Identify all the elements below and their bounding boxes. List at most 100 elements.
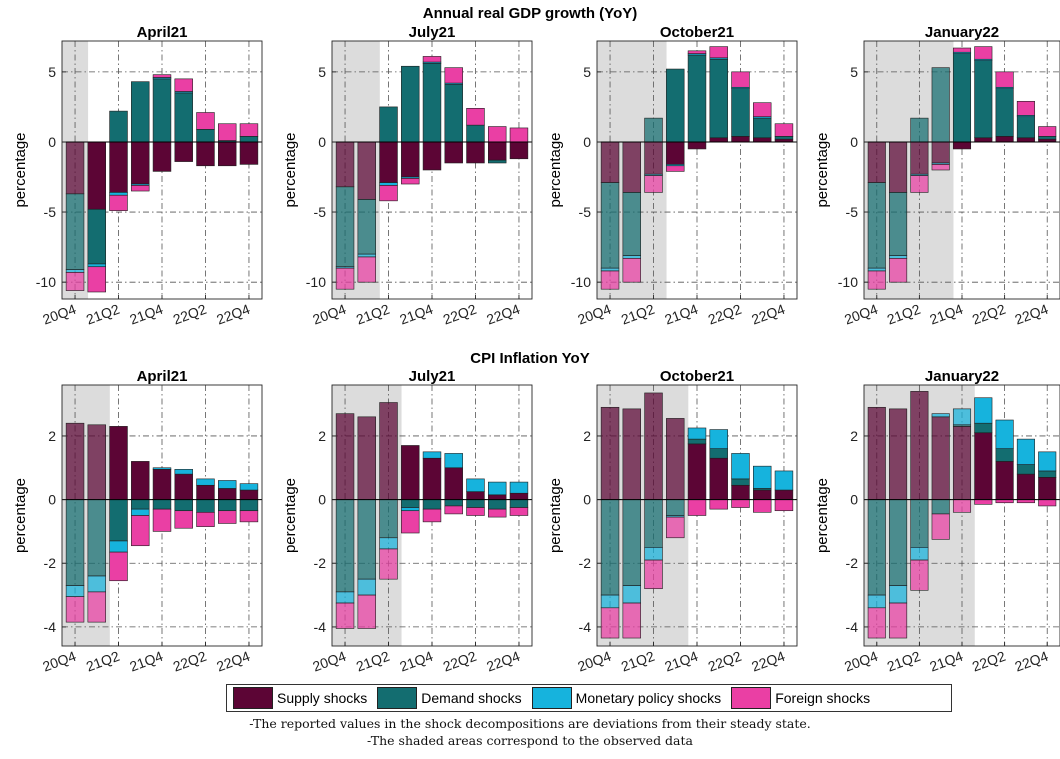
- bar-segment-foreign-21q1: [889, 602, 908, 639]
- x-tick-label: 21Q2: [84, 648, 122, 675]
- bar-segment-monetary-21q1: [87, 575, 106, 593]
- bar-segment-supply-21q1: [622, 408, 641, 500]
- y-tick-label: 5: [850, 64, 858, 80]
- bar-segment-supply-21q2: [910, 391, 929, 500]
- bar-segment-foreign-20q4: [65, 596, 85, 623]
- bar-segment-foreign-21q2: [109, 194, 128, 211]
- x-tick-label: 21Q2: [84, 301, 122, 328]
- bar-segment-foreign-21q2: [644, 559, 663, 590]
- bar-segment-foreign-21q3: [131, 515, 150, 547]
- bar-segment-foreign-21q3: [666, 516, 685, 539]
- bar-segment-foreign-22q3: [488, 508, 507, 518]
- bar-segment-demand-22q1: [174, 499, 193, 512]
- bar-segment-foreign-22q4: [509, 127, 529, 143]
- y-tick-label: -10: [571, 274, 591, 290]
- bar-segment-supply-22q2: [196, 141, 215, 167]
- bar-segment-foreign-22q3: [753, 102, 772, 118]
- y-tick-label: -5: [846, 204, 859, 220]
- bar-segment-foreign-22q1: [174, 78, 193, 92]
- bar-segment-monetary-22q4: [509, 481, 529, 494]
- bar-segment-foreign-22q4: [1038, 499, 1057, 507]
- bar-segment-supply-21q3: [931, 141, 950, 164]
- y-tick-label: -10: [838, 274, 858, 290]
- bar-segment-supply-22q2: [995, 136, 1014, 143]
- x-tick-label: 21Q4: [397, 648, 435, 675]
- bar-segment-supply-21q3: [666, 141, 685, 165]
- bar-segment-foreign-20q4: [335, 602, 355, 629]
- bar-segment-supply-21q3: [666, 418, 685, 500]
- bar-segment-demand-20q4: [867, 182, 886, 269]
- bar-segment-foreign-21q4: [422, 56, 442, 63]
- y-tick-label: 0: [48, 492, 56, 508]
- bar-segment-foreign-22q4: [774, 123, 794, 137]
- bar-segment-supply-21q3: [931, 416, 950, 500]
- bar-segment-supply-21q4: [422, 457, 442, 500]
- bar-segment-supply-22q1: [444, 467, 463, 500]
- bar-segment-monetary-22q3: [1016, 438, 1035, 465]
- x-tick-label: 21Q4: [927, 648, 965, 675]
- bar-segment-demand-21q2: [379, 106, 398, 143]
- panel-title: October21: [660, 24, 734, 41]
- bar-segment-foreign-21q4: [952, 499, 972, 513]
- panel-title: July21: [409, 24, 456, 41]
- bar-segment-demand-21q3: [401, 499, 420, 508]
- bar-segment-supply-21q2: [109, 141, 128, 193]
- bar-segment-supply-22q3: [1016, 137, 1035, 143]
- bar-segment-supply-21q1: [87, 141, 106, 210]
- bar-segment-foreign-22q3: [218, 510, 237, 524]
- y-axis-label: percentage: [547, 478, 564, 553]
- bar-segment-supply-20q4: [65, 141, 85, 195]
- bar-segment-demand-21q1: [357, 499, 376, 580]
- bar-segment-demand-21q3: [131, 499, 150, 510]
- bar-segment-monetary-21q4: [687, 427, 707, 440]
- y-axis-label: percentage: [12, 478, 29, 553]
- x-tick-label: 22Q2: [171, 301, 209, 328]
- y-tick-label: -5: [314, 204, 327, 220]
- bar-segment-monetary-21q2: [644, 547, 663, 561]
- bar-segment-supply-22q4: [509, 141, 529, 160]
- y-tick-label: -2: [44, 555, 57, 571]
- bar-segment-monetary-22q1: [444, 453, 463, 469]
- bar-segment-supply-22q1: [709, 457, 728, 500]
- bar-segment-supply-22q1: [974, 137, 993, 143]
- bar-segment-supply-20q4: [867, 141, 886, 183]
- bar-segment-foreign-22q1: [444, 67, 463, 84]
- row-title-gdp: Annual real GDP growth (YoY): [423, 5, 637, 22]
- y-tick-label: -4: [846, 619, 859, 635]
- legend-label-supply: Supply shocks: [277, 690, 368, 706]
- x-tick-label: 22Q2: [706, 648, 744, 675]
- bar-segment-demand-21q4: [152, 499, 172, 510]
- bar-segment-demand-21q4: [422, 499, 442, 510]
- bar-segment-supply-22q2: [196, 484, 215, 500]
- bar-segment-supply-20q4: [867, 406, 886, 500]
- bar-segment-demand-22q2: [731, 88, 750, 137]
- x-tick-label: 20Q4: [575, 301, 613, 328]
- bar-segment-demand-21q3: [666, 499, 685, 516]
- bar-segment-foreign-21q4: [152, 74, 172, 78]
- bar-segment-supply-22q3: [218, 141, 237, 167]
- bar-segment-foreign-22q4: [239, 510, 259, 523]
- bar-segment-monetary-22q2: [196, 478, 215, 486]
- legend-swatch-demand: [377, 687, 418, 709]
- bar-segment-supply-21q2: [910, 141, 929, 175]
- bar-segment-supply-21q4: [687, 443, 707, 500]
- bar-segment-monetary-22q4: [239, 483, 259, 491]
- bar-segment-demand-21q1: [87, 499, 106, 577]
- bar-segment-supply-21q2: [644, 141, 663, 175]
- bar-segment-demand-22q2: [995, 88, 1014, 137]
- bar-segment-monetary-21q3: [131, 508, 150, 516]
- bar-segment-demand-21q1: [357, 199, 376, 255]
- x-tick-label: 20Q4: [842, 301, 880, 328]
- x-tick-label: 21Q2: [885, 301, 923, 328]
- bar-segment-foreign-22q2: [466, 108, 485, 126]
- bar-segment-demand-21q4: [952, 53, 972, 143]
- bar-segment-foreign-21q4: [152, 508, 172, 532]
- bar-segment-monetary-21q3: [931, 413, 950, 418]
- bar-segment-demand-22q4: [239, 499, 259, 512]
- bar-segment-demand-22q3: [488, 499, 507, 510]
- bar-segment-foreign-21q4: [422, 508, 442, 523]
- bar-segment-supply-21q3: [401, 141, 420, 178]
- panel-gdp-april21: -10 -5 0 5 20Q4 21Q2 21Q4 22Q2 22Q4 April21 percen…: [12, 24, 263, 328]
- bar-segment-demand-22q4: [509, 499, 529, 508]
- bar-segment-supply-22q1: [444, 141, 463, 164]
